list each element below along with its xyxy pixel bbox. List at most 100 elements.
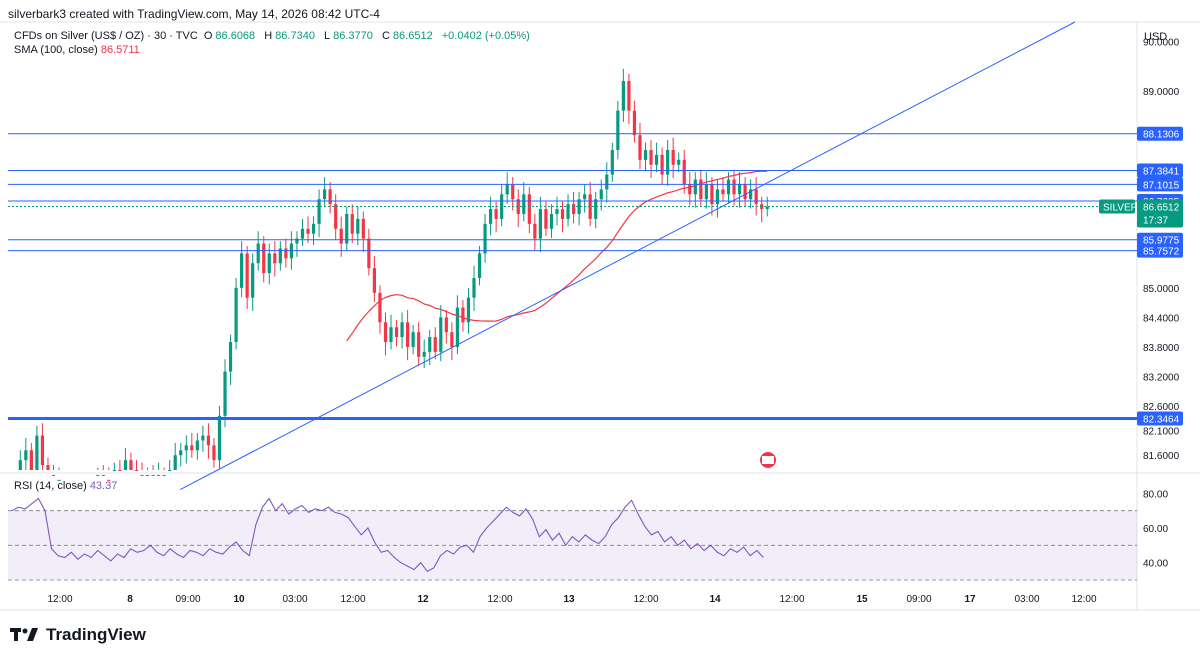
candle-body [699, 179, 703, 200]
candle-body [726, 179, 731, 195]
candle-body [134, 470, 139, 471]
candle-body [682, 159, 686, 185]
level-tag [1137, 232, 1183, 247]
close-number: 86.6512 [392, 30, 433, 42]
sma-label: SMA (100, close) [14, 44, 98, 56]
rsi-y-tick-label: 80.00 [1143, 489, 1168, 500]
candle-body [411, 332, 415, 347]
candle-body [107, 479, 111, 481]
x-tick-label: 09:00 [175, 594, 200, 605]
candle-body [749, 189, 753, 200]
high-label: H [264, 30, 273, 42]
last-price-label: 86.6512 [1143, 203, 1180, 214]
candle-body [394, 327, 399, 338]
high-number: 86.7340 [275, 30, 315, 42]
candle-body [190, 445, 194, 451]
candle-body [649, 150, 653, 165]
candle-body [555, 209, 559, 214]
symbol-tag [1099, 199, 1135, 214]
currency-label[interactable]: USD [1144, 31, 1168, 43]
candle-body [212, 445, 216, 461]
candle-body [472, 278, 476, 298]
candle-body [29, 450, 33, 470]
candle-body [428, 337, 432, 352]
candle-body [522, 194, 526, 214]
sma-legend[interactable]: SMA (100, close) 86.5711 [14, 44, 140, 56]
candle-body [715, 189, 720, 205]
candle-body [516, 199, 520, 214]
candle-body [151, 474, 155, 476]
last-price-tag [1137, 199, 1183, 228]
candle-body [123, 460, 128, 470]
candle-body [361, 218, 365, 239]
candle-body [511, 184, 515, 200]
x-tick-label: 14 [709, 594, 721, 605]
candle-body [40, 435, 45, 466]
candle-body [96, 474, 100, 476]
low-label: L [324, 30, 331, 42]
tradingview-logo-icon [10, 627, 40, 643]
candle-body [334, 204, 338, 229]
candle-body [544, 209, 548, 229]
economic-event-flag [762, 456, 774, 464]
created-by-header: silverbark3 created with TradingView.com… [8, 7, 380, 21]
candle-body [201, 435, 205, 441]
candle-body [256, 243, 260, 264]
open-label: O [203, 30, 213, 42]
candle-body [588, 194, 592, 219]
x-tick-label: 12:00 [340, 594, 365, 605]
candle-body [754, 189, 758, 205]
candle-body [571, 204, 576, 214]
level-tag-label: 87.1015 [1143, 180, 1180, 191]
close-value: C 86.6512 [382, 30, 436, 42]
candle-body [737, 184, 742, 195]
candle-body [273, 253, 277, 264]
level-tag-label: 87.3841 [1143, 166, 1180, 177]
candle-body [267, 253, 271, 274]
candle-body [389, 327, 393, 342]
candle-body [157, 474, 161, 476]
symbol-name[interactable]: CFDs on Silver (US$ / OZ) · 30 · TVC [14, 30, 198, 42]
y-tick-label: 85.0000 [1143, 284, 1180, 295]
candle-body [179, 450, 183, 456]
candle-body [743, 184, 747, 200]
candle-body [251, 263, 255, 298]
low-value: L 86.3770 [324, 30, 376, 42]
candle-body [140, 474, 144, 476]
y-tick-label: 82.6000 [1143, 402, 1180, 413]
x-tick-label: 17 [964, 594, 976, 605]
candle-body [444, 317, 448, 333]
y-tick-label: 83.8000 [1143, 343, 1180, 354]
candle-body [240, 253, 244, 288]
candle-body [184, 445, 188, 451]
candle-body [616, 110, 620, 150]
y-tick-label: 81.6000 [1143, 451, 1180, 462]
candle-body [345, 214, 349, 244]
candle-body [317, 199, 321, 224]
candle-body [638, 135, 642, 160]
candle-body [666, 150, 670, 175]
level-tag [1137, 126, 1183, 141]
high-value: H 86.7340 [264, 30, 318, 42]
candle-body [566, 204, 570, 219]
rsi-legend[interactable]: RSI (14, close) 43.37 [14, 480, 117, 492]
candle-body [350, 214, 354, 234]
candle-body [422, 351, 426, 357]
candle-body [300, 228, 305, 239]
candle-body [450, 332, 454, 347]
candle-body [594, 199, 598, 219]
symbol-legend: CFDs on Silver (US$ / OZ) · 30 · TVC O 86… [14, 30, 533, 42]
candle-body [262, 243, 266, 274]
rsi-value: 43.37 [89, 480, 118, 492]
x-tick-label: 12:00 [47, 594, 72, 605]
tradingview-logo[interactable]: TradingView [10, 625, 146, 645]
candle-body [112, 470, 116, 471]
rsi-y-tick-label: 60.00 [1143, 524, 1168, 535]
x-tick-label: 15 [856, 594, 868, 605]
x-tick-label: 12:00 [779, 594, 804, 605]
candle-body [245, 253, 249, 298]
x-tick-label: 13 [563, 594, 575, 605]
candle-body [693, 179, 697, 195]
candle-body [217, 415, 222, 461]
